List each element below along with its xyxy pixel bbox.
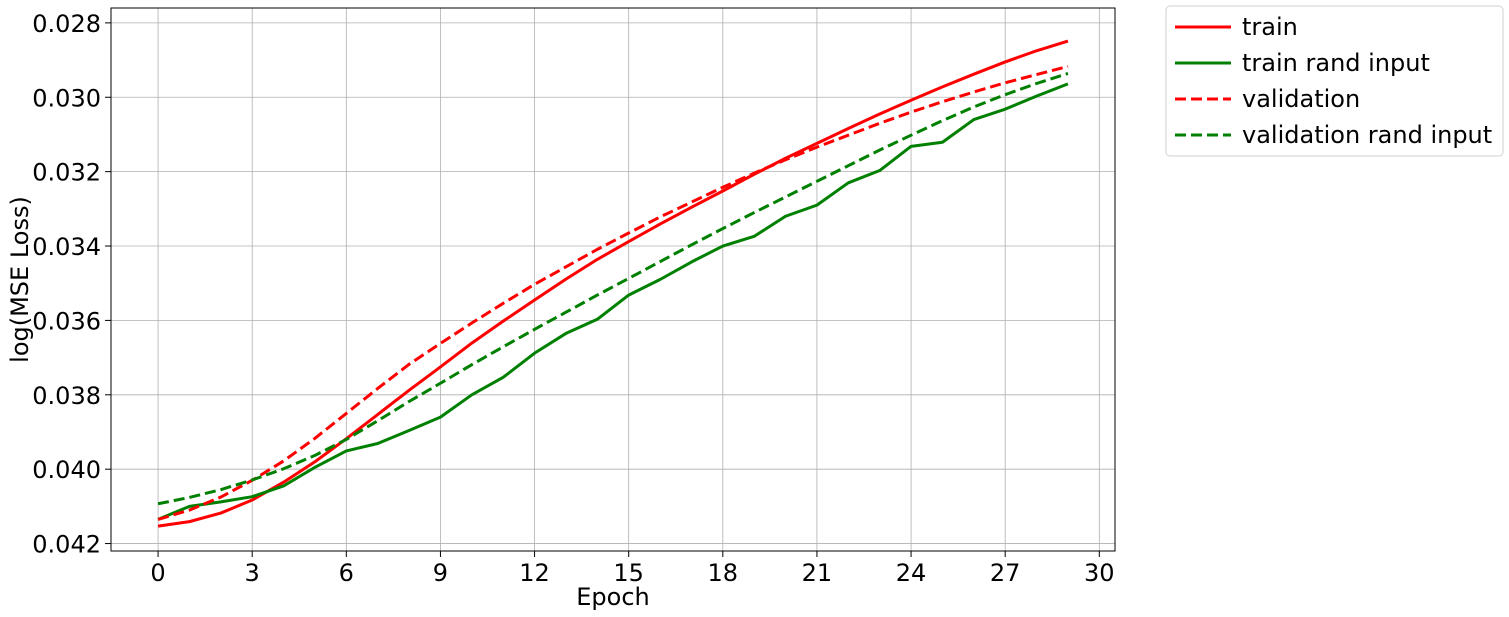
- legend-box: [1165, 5, 1504, 157]
- y-tick-label: 0.038: [32, 382, 101, 410]
- series-line-4: [157, 72, 1069, 506]
- series-group: [157, 39, 1069, 528]
- x-axis: 0 3 6 9 12 15 18 21 24 27 30: [150, 551, 1115, 587]
- legend-label: train: [1242, 13, 1298, 41]
- y-axis-label: log(MSE Loss): [6, 196, 34, 363]
- x-tick-label: 30: [1084, 559, 1115, 587]
- plot-frame: [110, 7, 1116, 552]
- legend-label: validation rand input: [1242, 121, 1492, 149]
- legend: train train rand input validation validatio…: [1165, 5, 1504, 157]
- x-tick-label: 27: [990, 559, 1021, 587]
- y-tick-label: 0.034: [32, 233, 101, 261]
- series-line-3: [157, 64, 1069, 521]
- x-tick-label: 12: [519, 559, 550, 587]
- x-tick-label: 9: [433, 559, 448, 587]
- y-tick-label: 0.028: [32, 10, 101, 38]
- x-tick-label: 21: [802, 559, 833, 587]
- y-tick-label: 0.030: [32, 84, 101, 112]
- y-tick-label: 0.036: [32, 307, 101, 335]
- y-tick-label: 0.042: [32, 531, 101, 559]
- x-tick-label: 15: [613, 559, 644, 587]
- x-tick-label: 18: [708, 559, 739, 587]
- x-tick-label: 0: [150, 559, 165, 587]
- legend-label: train rand input: [1242, 49, 1430, 77]
- y-tick-label: 0.040: [32, 456, 101, 484]
- series-line-2: [157, 82, 1069, 521]
- x-tick-label: 6: [339, 559, 354, 587]
- legend-label: validation: [1242, 85, 1360, 113]
- x-tick-label: 3: [245, 559, 260, 587]
- series-line-1: [157, 39, 1069, 528]
- y-axis: 0.028 0.030 0.032 0.034 0.036 0.038 0.040 0.042: [32, 10, 111, 559]
- x-axis-label: Epoch: [576, 583, 650, 611]
- y-tick-label: 0.032: [32, 159, 101, 187]
- grid: [111, 8, 1115, 551]
- x-tick-label: 24: [896, 559, 927, 587]
